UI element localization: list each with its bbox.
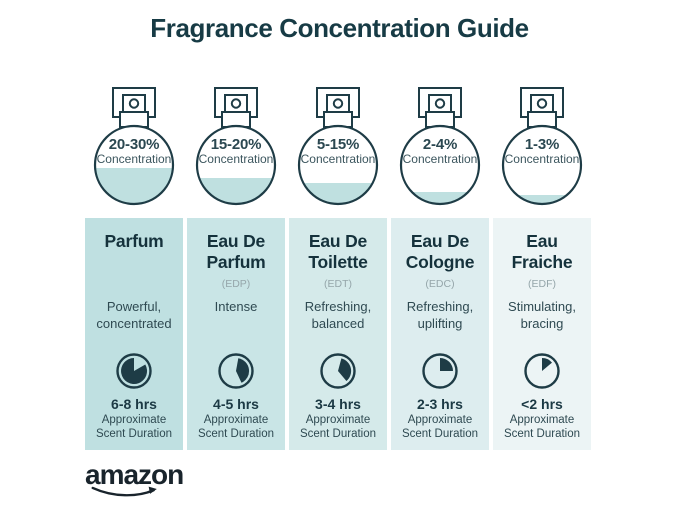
concentration-label: Concentration [504,152,580,166]
perfume-bottle-icon [195,87,277,206]
fragrance-description: Refreshing, uplifting [406,299,474,331]
bottle-figure: 20-30% Concentration [85,84,183,215]
concentration-value: 1-3% [524,136,560,153]
concentration-value: 2-4% [422,136,458,153]
duration-note: Approximate Scent Duration [503,414,581,440]
fragrance-name: Eau De Cologne [405,231,475,272]
clock-icon [320,353,356,389]
column-eau-de-cologne: Eau De Cologne (EDC) Refreshing, uplifti… [391,218,489,450]
concentration-label: Concentration [198,152,274,166]
concentration-label: Concentration [300,152,376,166]
bottle-figure: 2-4% Concentration [391,84,489,215]
scent-duration: 4-5 hrs [213,396,259,412]
perfume-bottle-icon [399,87,481,206]
scent-duration: 6-8 hrs [111,396,157,412]
fragrance-description: Stimulating, bracing [508,299,576,331]
concentration-value: 5-15% [316,136,360,153]
fragrance-description: Powerful, concentrated [96,299,172,331]
amazon-wordmark: amazon [85,459,184,490]
fragrance-abbr: (EDC) [425,278,455,290]
fragrance-name: Eau De Parfum [206,231,266,272]
perfume-bottle-icon [297,87,379,206]
concentration-value: 20-30% [108,136,160,153]
clock-icon [524,353,560,389]
column-eau-fraiche: Eau Fraiche (EDF) Stimulating, bracing <… [493,218,591,450]
fragrance-table: Parfum Powerful, concentrated 6-8 hrs Ap… [85,218,591,450]
fragrance-abbr: (EDP) [221,278,251,290]
clock-icon [116,353,152,389]
fragrance-name: Parfum [104,231,164,251]
bottle-figure: 15-20% Concentration [187,84,285,215]
amazon-logo: amazon [85,461,195,505]
clock-icon [218,353,254,389]
fragrance-name: Eau Fraiche [511,231,573,272]
column-parfum: Parfum Powerful, concentrated 6-8 hrs Ap… [85,218,183,450]
bottle-figure: 1-3% Concentration [493,84,591,215]
perfume-bottle-icon [501,87,583,206]
bottle-figure: 5-15% Concentration [289,84,387,215]
page-title: Fragrance Concentration Guide [150,13,529,43]
amazon-smile-icon [91,486,157,497]
column-eau-de-toilette: Eau De Toilette (EDT) Refreshing, balanc… [289,218,387,450]
fragrance-abbr: (EDF) [528,278,556,290]
duration-note: Approximate Scent Duration [401,414,479,440]
duration-note: Approximate Scent Duration [95,414,173,440]
duration-note: Approximate Scent Duration [299,414,377,440]
concentration-label: Concentration [402,152,478,166]
scent-duration: 3-4 hrs [315,396,361,412]
scent-duration: <2 hrs [521,396,563,412]
duration-note: Approximate Scent Duration [197,414,275,440]
column-eau-de-parfum: Eau De Parfum (EDP) Intense 4-5 hrs Appr… [187,218,285,450]
fragrance-abbr: (EDT) [324,278,352,290]
fragrance-name: Eau De Toilette [308,231,368,272]
fragrance-description: Refreshing, balanced [304,299,372,331]
perfume-bottle-icon [93,87,175,206]
concentration-value: 15-20% [210,136,262,153]
scent-duration: 2-3 hrs [417,396,463,412]
concentration-label: Concentration [96,152,172,166]
fragrance-description: Intense [214,299,258,314]
clock-icon [422,353,458,389]
bottles-row: 20-30% Concentration 15-20% Concentratio… [85,84,591,215]
